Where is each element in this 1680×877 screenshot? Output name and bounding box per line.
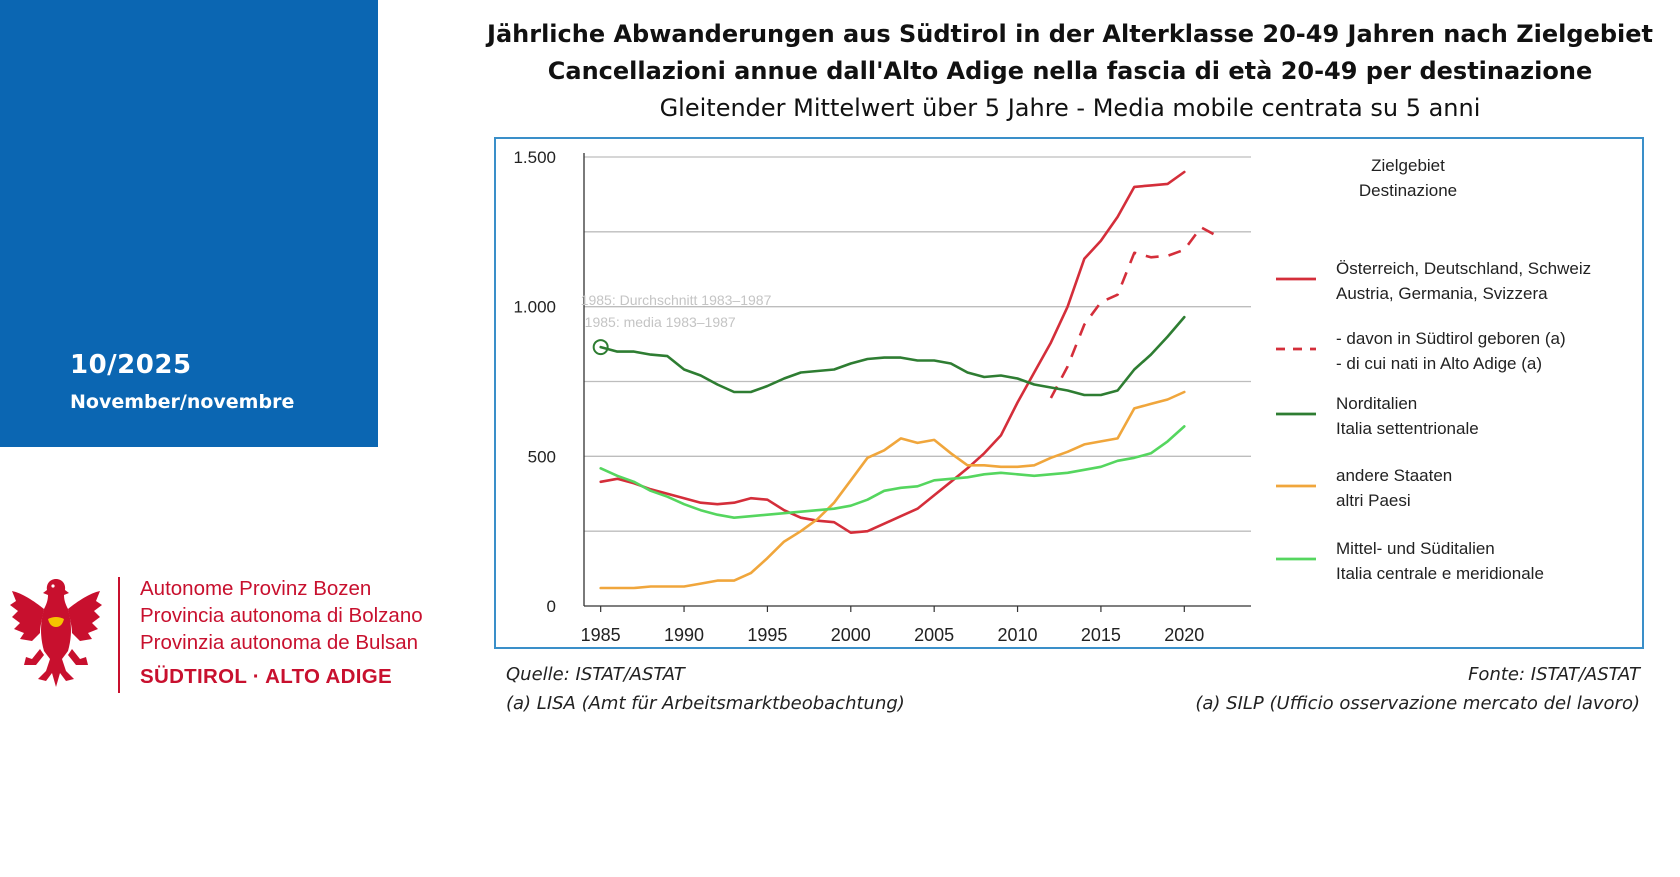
chart-titles: Jährliche Abwanderungen aus Südtirol in … (470, 16, 1670, 127)
annotation-label-it: 1985: media 1983–1987 (585, 314, 736, 330)
chart-title-it: Cancellazioni annue dall'Alto Adige nell… (547, 57, 1593, 85)
x-tick-label: 1985 (581, 625, 621, 645)
logo-text: Autonome Provinz Bozen Provincia autonom… (140, 575, 423, 690)
logo-line-region: SÜDTIROL · ALTO ADIGE (140, 665, 392, 688)
line-chart: 0 500 1.000 1.500 1985 1990 1995 2000 2005 2010 20… (513, 148, 1591, 645)
legend-label-de-1: - davon in Südtirol geboren (a) (1336, 329, 1566, 348)
x-tick-label: 1990 (664, 625, 704, 645)
logo-divider (118, 577, 120, 693)
y-tick-label: 1.500 (513, 148, 556, 167)
logo-line-de: Autonome Provinz Bozen (140, 577, 372, 600)
sidebar-panel: 10/2025 November/novembre (0, 0, 378, 447)
note-de: (a) LISA (Amt für Arbeitsmarktbeobachtun… (506, 693, 905, 714)
series-line-0 (599, 170, 1186, 534)
legend-label-de-0: Österreich, Deutschland, Schweiz (1336, 259, 1591, 278)
legend-label-it-4: Italia centrale e meridionale (1336, 564, 1544, 583)
legend-label-it-1: - di cui nati in Alto Adige (a) (1336, 354, 1542, 373)
logo-line-it: Provincia autonoma di Bolzano (140, 604, 423, 627)
logo-line-lad: Provinzia autonoma de Bulsan (140, 631, 419, 654)
issue-month: November/novembre (70, 391, 295, 413)
series-line-2 (599, 315, 1186, 397)
x-tick-label: 1995 (747, 625, 787, 645)
series-line-1 (1049, 226, 1219, 399)
legend-title-it: Destinazione (1359, 181, 1457, 200)
legend-label-it-0: Austria, Germania, Svizzera (1336, 284, 1548, 303)
series-line-3 (599, 390, 1186, 590)
chart-subtitle: Gleitender Mittelwert über 5 Jahre - Med… (659, 94, 1481, 122)
y-tick-label: 1.000 (513, 298, 556, 317)
y-tick-label: 0 (547, 597, 556, 616)
x-tick-label: 2000 (831, 625, 871, 645)
legend-label-it-2: Italia settentrionale (1336, 419, 1479, 438)
annotation-marker (592, 339, 609, 356)
x-tick-label: 2020 (1164, 625, 1204, 645)
annotation-label-de: 1985: Durchschnitt 1983–1987 (581, 292, 772, 308)
legend-label-de-3: andere Staaten (1336, 466, 1452, 485)
x-tick-label: 2015 (1081, 625, 1121, 645)
y-tick-label: 500 (528, 447, 556, 466)
x-tick-label: 2005 (914, 625, 954, 645)
source-left: Quelle: ISTAT/ASTAT (a) LISA (Amt für Ar… (506, 660, 905, 718)
series-line-4 (599, 425, 1186, 519)
source-de: Quelle: ISTAT/ASTAT (506, 664, 685, 685)
legend-label-de-2: Norditalien (1336, 394, 1417, 413)
legend-label-de-4: Mittel- und Süditalien (1336, 539, 1495, 558)
issue-date: 10/2025 (70, 350, 192, 380)
source-it: Fonte: ISTAT/ASTAT (1468, 664, 1640, 685)
legend-label-it-3: altri Paesi (1336, 491, 1411, 510)
legend-title-de: Zielgebiet (1371, 156, 1445, 175)
chart-frame: 0 500 1.000 1.500 1985 1990 1995 2000 2005 2010 20… (494, 137, 1644, 649)
x-tick-label: 2010 (998, 625, 1038, 645)
tyrolean-eagle-icon (10, 579, 102, 687)
note-it: (a) SILP (Ufficio osservazione mercato d… (1195, 693, 1640, 714)
source-right: Fonte: ISTAT/ASTAT (a) SILP (Ufficio oss… (1195, 660, 1640, 718)
chart-title-de: Jährliche Abwanderungen aus Südtirol in … (487, 20, 1653, 48)
